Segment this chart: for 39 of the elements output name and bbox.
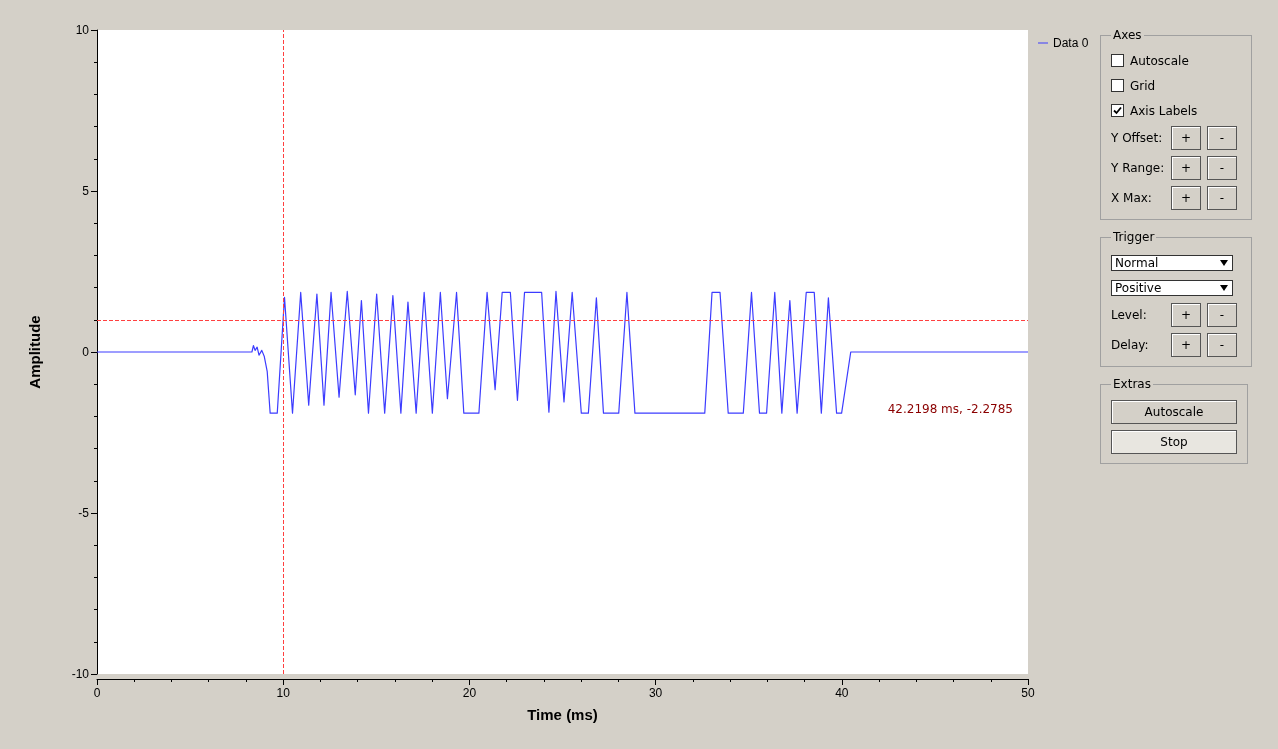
text: + — [1171, 186, 1201, 210]
text: + — [1171, 333, 1201, 357]
x-tick-label: 0 — [93, 686, 101, 700]
text: Axes — [1112, 28, 1143, 42]
x-axis-title: Time (ms) — [527, 706, 598, 723]
text: + — [1171, 126, 1201, 150]
text: Stop — [1111, 430, 1237, 454]
y-tick-label: 10 — [75, 23, 90, 37]
line-series — [96, 290, 1029, 414]
text: Y Offset: — [1111, 131, 1164, 145]
annotation: 42.2198 ms, -2.2785 — [887, 402, 1013, 416]
text: - — [1207, 186, 1237, 210]
y-tick-label: 5 — [82, 184, 90, 198]
text: Axis Labels — [1130, 103, 1198, 118]
y-tick-label: -5 — [78, 506, 90, 520]
text: + — [1171, 156, 1201, 180]
text: Grid — [1130, 78, 1156, 93]
x-tick-label: 40 — [835, 686, 849, 700]
text: Trigger — [1112, 230, 1156, 244]
text: Level: — [1111, 308, 1148, 322]
text: - — [1207, 333, 1237, 357]
y-axis-title: Amplitude — [26, 315, 43, 389]
text: - — [1207, 156, 1237, 180]
text: + — [1171, 303, 1201, 327]
y-tick-label: -10 — [71, 667, 90, 681]
text: Y Range: — [1111, 161, 1166, 175]
legend-label: Data 0 — [1053, 36, 1089, 50]
text: Extras — [1112, 377, 1152, 391]
text: - — [1207, 303, 1237, 327]
text: X Max: — [1111, 191, 1153, 205]
text: Autoscale — [1111, 400, 1237, 424]
x-tick-label: 10 — [276, 686, 291, 700]
text: Delay: — [1111, 338, 1150, 352]
text: Autoscale — [1130, 53, 1189, 68]
x-tick-label: 20 — [462, 686, 477, 700]
y-tick-label: 0 — [82, 345, 90, 359]
x-tick-label: 50 — [1021, 686, 1035, 700]
text: - — [1207, 126, 1237, 150]
x-tick-label: 30 — [648, 686, 663, 700]
